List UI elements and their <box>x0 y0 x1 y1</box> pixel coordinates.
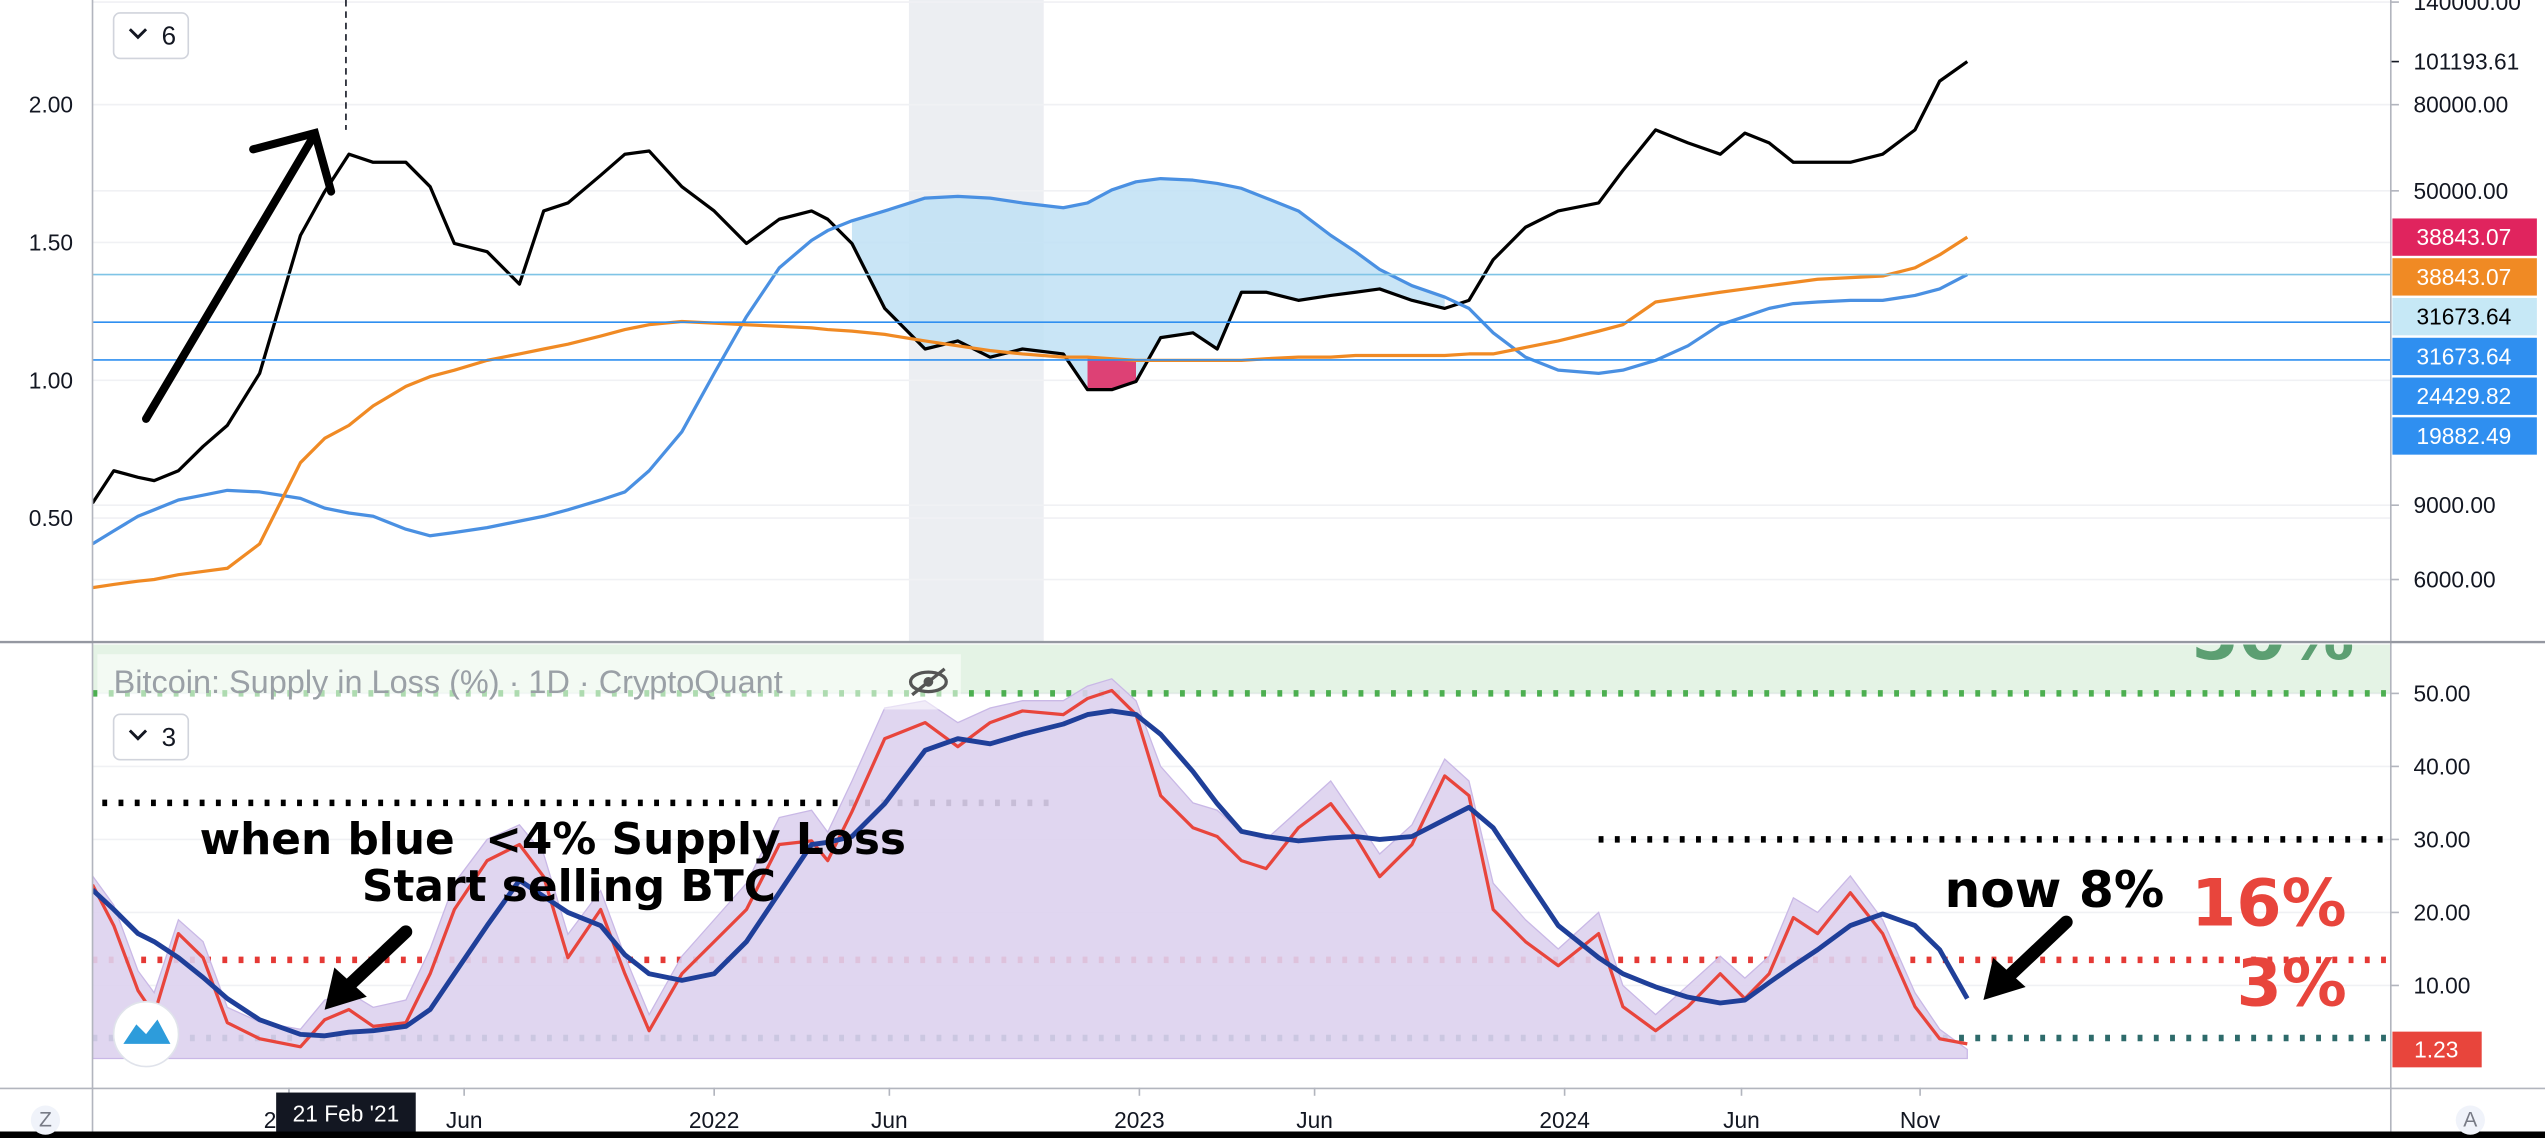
top-pane <box>92 0 2391 642</box>
price-label: 38843.07 <box>2416 264 2511 290</box>
annotation: when blue <4% Supply Loss <box>200 814 906 865</box>
clipped-annotation: 50% <box>2191 597 2354 676</box>
x-tick-label: 2024 <box>1539 1107 1590 1133</box>
price-label: 24429.82 <box>2416 383 2511 409</box>
last-price-label: 101193.61 <box>2414 49 2520 75</box>
crosshair-box <box>276 1092 416 1132</box>
y2-tick-label: 6000.00 <box>2414 567 2496 593</box>
arrow <box>324 925 413 1010</box>
y2-tick-label: 80000.00 <box>2414 92 2509 118</box>
crosshair-label: 21 Feb '21 <box>293 1101 400 1127</box>
annotation: 3% <box>2237 946 2347 1021</box>
x-tick-label: Jun <box>1723 1107 1760 1133</box>
price-label: 31673.64 <box>2416 343 2511 369</box>
y-tick-label: 2.00 <box>29 92 73 118</box>
logo <box>112 1000 180 1068</box>
price-label: 31673.64 <box>2416 304 2511 330</box>
series-line <box>92 688 1968 1049</box>
x-tick-label: Jun <box>1296 1107 1333 1133</box>
arrow <box>142 128 336 423</box>
x-tick-label: Jun <box>871 1107 908 1133</box>
x-tick-label: 2022 <box>689 1107 740 1133</box>
x-tick-label: Jun <box>446 1107 483 1133</box>
hide-icon[interactable] <box>908 667 948 697</box>
y-tick-label: 40.00 <box>2414 753 2471 779</box>
y-tick-label: 1.00 <box>29 367 73 393</box>
series-line <box>92 708 1970 1039</box>
price-label: 38843.07 <box>2416 224 2511 250</box>
y2-tick-label: 9000.00 <box>2414 492 2496 518</box>
y2-tick-label: 50000.00 <box>2414 178 2509 204</box>
price-label: 19882.49 <box>2416 423 2511 449</box>
price-label-box <box>2392 417 2537 455</box>
last-value-label: 1.23 <box>2414 1036 2458 1062</box>
area <box>92 678 1968 1060</box>
y-tick-label: 10.00 <box>2414 972 2471 998</box>
annotation: 16% <box>2191 867 2346 942</box>
price-label-box <box>2392 218 2537 256</box>
series-line <box>92 60 1969 505</box>
y-tick-label: 50.00 <box>2414 680 2471 706</box>
x-tick-label: Nov <box>1900 1107 1941 1133</box>
pane-title: Bitcoin: Supply in Loss (%) · 1D · Crypt… <box>114 664 783 700</box>
annotation: Start selling BTC <box>362 861 776 912</box>
annotation: 50% <box>2191 597 2354 676</box>
bottom-edge <box>0 1131 2545 1138</box>
fill-between <box>851 178 1445 390</box>
legend-backdrop <box>97 654 961 710</box>
y-tick-label: 1.50 <box>29 229 73 255</box>
x-tick-label: 2023 <box>1114 1107 1165 1133</box>
footer-button[interactable] <box>30 1105 61 1135</box>
footer-button[interactable] <box>2455 1105 2485 1135</box>
toggle-count: 6 <box>162 21 176 51</box>
y-tick-label: 0.50 <box>29 505 73 531</box>
annotation: now 8% <box>1944 860 2164 919</box>
price-label-box <box>2392 298 2537 336</box>
last-value-box <box>2392 1031 2482 1068</box>
footer-right[interactable]: A <box>2463 1109 2478 1132</box>
series-line <box>92 235 1969 590</box>
pane-toggle[interactable]: 3 <box>112 713 190 761</box>
y-tick-label: 30.00 <box>2414 826 2471 852</box>
price-label-box <box>2392 258 2537 296</box>
y-tick-label: 20.00 <box>2414 899 2471 925</box>
fill-between <box>1087 357 1136 390</box>
toggle-count: 3 <box>162 722 176 752</box>
price-label-box <box>2392 377 2537 415</box>
arrow <box>1983 915 2073 1001</box>
y2-tick-label: 140000.00 <box>2414 0 2521 15</box>
axes: 0.50 1.00 1.50 2.00 6000.00 9000.00 50000.00 80… <box>29 0 2537 1133</box>
pane-toggle[interactable]: 6 <box>112 12 190 60</box>
footer-left[interactable]: Z <box>39 1109 52 1132</box>
price-label-box <box>2392 337 2537 376</box>
